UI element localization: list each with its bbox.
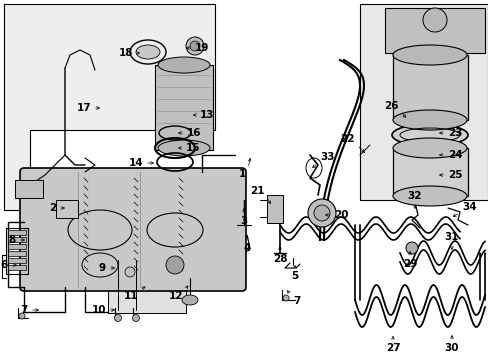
FancyBboxPatch shape [20,168,245,291]
Text: 20: 20 [333,210,348,220]
Circle shape [190,41,200,51]
Circle shape [165,256,183,274]
Text: 15: 15 [185,143,200,153]
Circle shape [422,8,446,32]
Text: 29: 29 [402,259,416,269]
Text: 11: 11 [123,291,138,301]
Text: 17: 17 [76,103,91,113]
Ellipse shape [391,124,467,146]
Text: 12: 12 [168,291,183,301]
Text: 16: 16 [186,128,201,138]
Text: 30: 30 [444,343,458,353]
Text: 28: 28 [272,254,286,264]
Bar [384,8,484,53]
Ellipse shape [158,140,209,156]
Text: 33: 33 [319,152,334,162]
Text: 24: 24 [447,150,462,160]
Bar [8,265,26,270]
Ellipse shape [392,138,466,158]
Bar [392,55,467,120]
Circle shape [185,37,203,55]
Ellipse shape [392,186,466,206]
Bar [8,244,26,249]
Text: 5: 5 [291,271,298,281]
Bar [8,230,26,235]
Text: 3: 3 [240,216,247,226]
Text: 13: 13 [200,110,214,120]
Text: 7: 7 [292,296,300,306]
Bar [6,228,28,274]
Bar [8,251,26,256]
Bar [359,4,487,200]
Text: 4: 4 [243,243,250,253]
Bar [56,200,78,218]
Text: 31: 31 [444,232,458,242]
Text: 27: 27 [385,343,400,353]
Circle shape [313,205,329,221]
Text: 2: 2 [49,203,56,213]
Ellipse shape [136,45,160,59]
Text: 34: 34 [461,202,476,212]
Bar [266,195,283,223]
Bar [155,65,213,150]
Bar [108,258,185,313]
Text: 1: 1 [238,169,245,179]
Text: 22: 22 [340,134,354,144]
Text: 32: 32 [407,191,421,201]
Ellipse shape [392,45,466,65]
Bar [8,258,26,263]
Circle shape [405,242,417,254]
Text: 18: 18 [118,48,133,58]
Text: 7: 7 [20,305,28,315]
Circle shape [283,295,288,301]
Text: 9: 9 [99,263,106,273]
Text: 10: 10 [91,305,106,315]
Bar [15,180,43,198]
Text: 8: 8 [9,235,16,245]
Ellipse shape [158,57,209,73]
Text: 26: 26 [384,101,398,111]
Text: 23: 23 [447,128,462,138]
Text: 6: 6 [1,260,8,270]
Circle shape [19,313,25,319]
Text: 21: 21 [250,186,264,196]
Circle shape [125,267,135,277]
Circle shape [307,199,335,227]
Text: 14: 14 [128,158,142,168]
Ellipse shape [392,110,466,130]
Circle shape [114,315,121,321]
Bar [392,148,467,196]
Text: 25: 25 [447,170,462,180]
Bar [8,237,26,242]
Text: 19: 19 [195,43,209,53]
Circle shape [132,315,139,321]
Polygon shape [4,4,215,210]
Ellipse shape [182,295,198,305]
